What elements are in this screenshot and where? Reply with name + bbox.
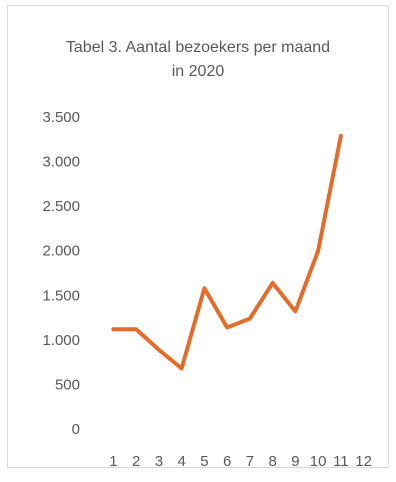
x-tick-label: 1 (109, 453, 117, 470)
x-tick-label: 8 (268, 453, 276, 470)
x-tick-label: 2 (132, 453, 140, 470)
y-tick-label: 0 (72, 421, 80, 438)
x-tick-label: 5 (200, 453, 208, 470)
y-tick-label: 1.000 (42, 332, 80, 349)
x-tick-label: 10 (310, 453, 327, 470)
chart-border (7, 5, 389, 468)
line-series (111, 133, 343, 371)
y-tick-label: 1.500 (42, 287, 80, 304)
x-tick-label: 9 (291, 453, 299, 470)
y-tick-label: 2.500 (42, 198, 80, 215)
y-tick-label: 3.000 (42, 154, 80, 171)
x-tick-label: 7 (246, 453, 254, 470)
x-tick-label: 3 (155, 453, 163, 470)
y-tick-label: 500 (55, 376, 80, 393)
y-tick-label: 2.000 (42, 243, 80, 260)
x-tick-label: 11 (333, 453, 349, 470)
y-tick-label: 3.500 (42, 109, 80, 126)
x-tick-label: 4 (177, 453, 185, 470)
chart-title: Tabel 3. Aantal bezoekers per maand in 2… (65, 39, 331, 80)
x-tick-label: 12 (355, 453, 372, 470)
x-tick-label: 6 (223, 453, 231, 470)
